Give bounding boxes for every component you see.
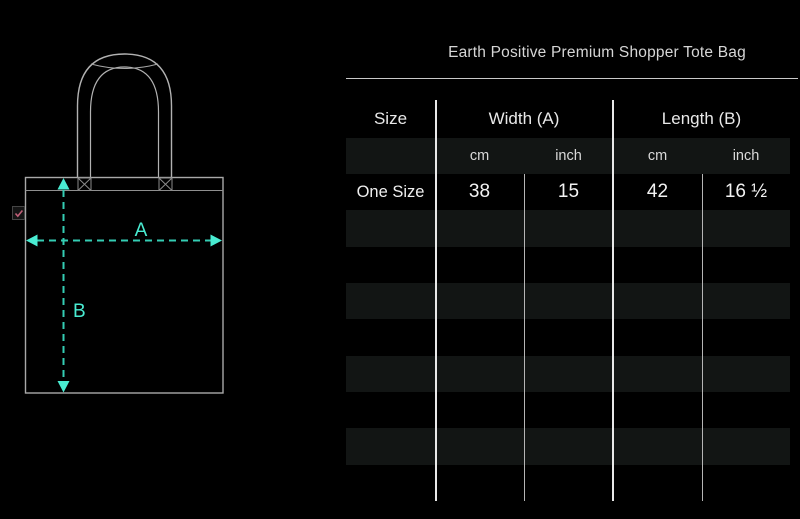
dimension-b-label: B bbox=[73, 301, 86, 322]
grid-line-length-cm-inch bbox=[701, 173, 703, 501]
product-title: Earth Positive Premium Shopper Tote Bag bbox=[448, 44, 746, 61]
size-name-cell: One Size bbox=[356, 182, 425, 201]
bag-handle-fold-line bbox=[90, 63, 159, 69]
dimension-b-arrow-bottom bbox=[57, 381, 70, 393]
empty-row bbox=[346, 465, 790, 501]
empty-row bbox=[346, 247, 790, 283]
title-divider bbox=[346, 78, 798, 79]
empty-row bbox=[346, 428, 790, 465]
unit-cell-blank bbox=[346, 138, 435, 174]
dimension-b-arrow-top bbox=[57, 178, 70, 190]
empty-row bbox=[346, 282, 790, 320]
handle-stitch-left bbox=[77, 177, 92, 191]
empty-row bbox=[346, 319, 790, 355]
column-header-width: Width (A) bbox=[488, 108, 560, 128]
empty-row bbox=[346, 355, 790, 392]
column-header-length: Length (B) bbox=[661, 108, 742, 128]
checkbox-icon bbox=[12, 206, 25, 220]
bag-handle-inner bbox=[89, 66, 160, 177]
dimension-a-arrow-right bbox=[210, 234, 222, 247]
bag-handle-outer bbox=[76, 53, 173, 177]
bag-body-outline bbox=[24, 176, 224, 394]
unit-width-inch: inch bbox=[555, 147, 582, 164]
unit-length-inch: inch bbox=[732, 147, 760, 164]
table-unit-row: cm inch cm inch bbox=[346, 137, 790, 174]
grid-line-width-length bbox=[611, 100, 614, 501]
dimension-a-label: A bbox=[135, 220, 148, 241]
empty-row bbox=[346, 210, 790, 247]
width-cm-cell: 38 bbox=[468, 181, 491, 203]
table-header-row: Size Width (A) Length (B) bbox=[346, 100, 790, 138]
table-row: One Size 38 15 42 16 ½ bbox=[346, 174, 790, 210]
unit-length-cm: cm bbox=[647, 147, 668, 164]
tote-bag-diagram: A B bbox=[12, 53, 224, 394]
column-header-size: Size bbox=[373, 108, 408, 128]
handle-stitch-right bbox=[158, 177, 173, 191]
grid-line-size-width bbox=[434, 100, 437, 501]
length-inch-cell: 16 ½ bbox=[724, 181, 768, 203]
size-table: Size Width (A) Length (B) cm inch cm inc… bbox=[346, 100, 790, 501]
empty-row bbox=[346, 392, 790, 428]
length-cm-cell: 42 bbox=[646, 181, 669, 203]
width-inch-cell: 15 bbox=[557, 181, 580, 203]
unit-width-cm: cm bbox=[469, 147, 490, 164]
dimension-a-arrow-left bbox=[26, 234, 38, 247]
grid-line-width-cm-inch bbox=[523, 173, 525, 501]
